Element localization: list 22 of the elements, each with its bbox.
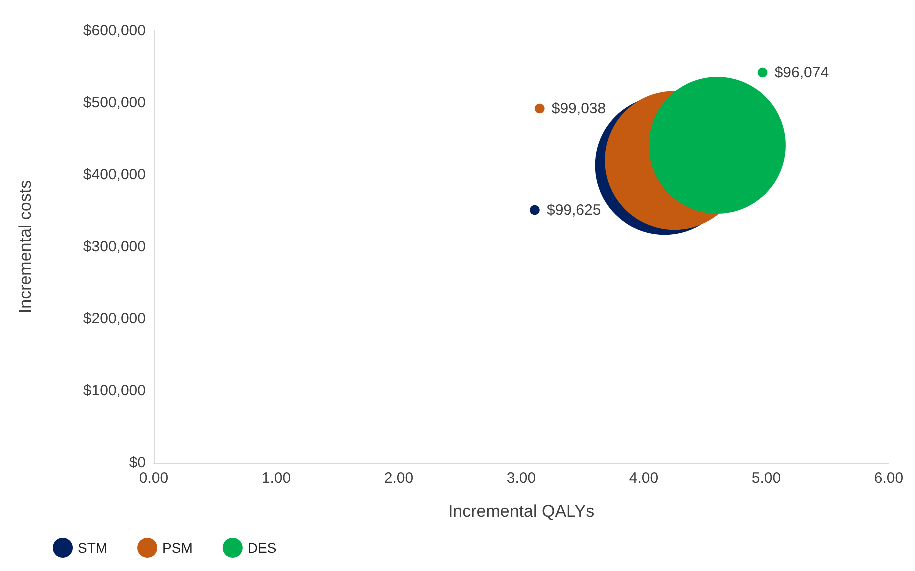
x-tick-label: 4.00 [629, 470, 659, 487]
y-tick-label: $300,000 [83, 238, 146, 256]
legend-label: DES [248, 540, 277, 556]
legend-label: STM [78, 540, 108, 556]
x-tick-label: 6.00 [874, 470, 904, 487]
y-tick-label: $500,000 [83, 94, 146, 112]
annotation: $99,625 [546, 202, 602, 219]
x-tick-label: 2.00 [384, 470, 414, 487]
x-tick-label: 1.00 [262, 470, 292, 487]
x-tick-label: 3.00 [506, 470, 536, 487]
y-axis-title: Incremental costs [16, 180, 35, 314]
y-tick-label: $400,000 [83, 166, 146, 184]
annotation: $99,038 [552, 100, 606, 118]
legend-label: PSM [162, 540, 193, 556]
y-tick-label: $0 [129, 454, 146, 472]
y-tick-label: $100,000 [83, 382, 146, 400]
y-tick-label: $600,000 [83, 22, 146, 40]
annotation: $96,074 [774, 64, 830, 82]
x-tick-label: 5.00 [752, 470, 782, 487]
x-axis-title: Incremental QALYs [448, 502, 595, 521]
y-tick-label: $200,000 [83, 310, 146, 328]
x-tick-label: 0.00 [139, 470, 169, 487]
